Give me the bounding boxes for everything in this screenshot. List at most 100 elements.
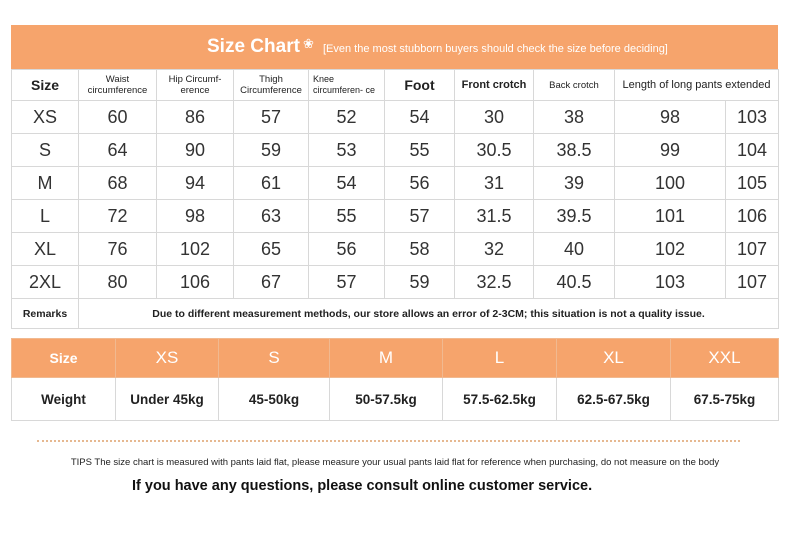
cell: 38 <box>533 100 615 134</box>
cell: 105 <box>724 166 780 200</box>
cell: 102 <box>614 232 726 266</box>
cell: 101 <box>614 199 726 233</box>
size-cell: XS <box>115 338 219 378</box>
cell: 53 <box>308 133 385 167</box>
cell: 54 <box>384 100 455 134</box>
cell: 56 <box>384 166 455 200</box>
cell: 106 <box>724 199 780 233</box>
cell: 57 <box>233 100 309 134</box>
cell: XS <box>11 100 79 134</box>
cell: 64 <box>78 133 157 167</box>
weight-header-row: Size XS S M L XL XXL <box>11 338 779 378</box>
tips-text: TIPS The size chart is measured with pan… <box>70 457 720 468</box>
cell: 106 <box>156 265 234 299</box>
cell: 31 <box>454 166 534 200</box>
remarks-label: Remarks <box>11 298 79 329</box>
weight-label: Weight <box>11 377 116 421</box>
column-header: Thigh Circumference <box>233 69 309 101</box>
size-table-header: Size Waist circumference Hip Circumf- er… <box>11 69 780 101</box>
size-cell: L <box>442 338 557 378</box>
cell: 58 <box>384 232 455 266</box>
weight-cell: 50-57.5kg <box>329 377 443 421</box>
cell: 56 <box>308 232 385 266</box>
weight-table: Size XS S M L XL XXL Weight Under 45kg 4… <box>11 338 779 421</box>
column-header: Waist circumference <box>78 69 157 101</box>
cell: 59 <box>384 265 455 299</box>
cell: 55 <box>384 133 455 167</box>
cell: 57 <box>384 199 455 233</box>
size-table: Size Waist circumference Hip Circumf- er… <box>11 69 780 329</box>
cell: 98 <box>156 199 234 233</box>
size-chart-title: Size Chart <box>207 36 300 57</box>
column-header: Front crotch <box>454 69 534 101</box>
cell: 67 <box>233 265 309 299</box>
size-label: Size <box>11 338 116 378</box>
weight-cell: 62.5-67.5kg <box>556 377 671 421</box>
cell: 30.5 <box>454 133 534 167</box>
size-chart-header: Size Chart ❀ [Even the most stubborn buy… <box>11 25 778 69</box>
column-header: Back crotch <box>533 69 615 101</box>
cell: 98 <box>614 100 726 134</box>
cell: 86 <box>156 100 234 134</box>
size-chart: Size Chart ❀ [Even the most stubborn buy… <box>11 25 780 329</box>
cell: 59 <box>233 133 309 167</box>
remarks-text: Due to different measurement methods, ou… <box>77 298 780 329</box>
table-row: XL 76 102 65 56 58 32 40 102 107 <box>11 232 780 266</box>
contact-text: If you have any questions, please consul… <box>132 478 593 494</box>
cell: M <box>11 166 79 200</box>
cell: 100 <box>614 166 726 200</box>
cell: 107 <box>724 232 780 266</box>
weight-cell: 45-50kg <box>218 377 330 421</box>
cell: 39 <box>533 166 615 200</box>
cell: 57 <box>308 265 385 299</box>
size-cell: XXL <box>670 338 779 378</box>
table-row: S 64 90 59 53 55 30.5 38.5 99 104 <box>11 133 780 167</box>
cell: 94 <box>156 166 234 200</box>
cell: 103 <box>614 265 726 299</box>
column-header: Foot <box>384 69 455 101</box>
cell: 102 <box>156 232 234 266</box>
cell: 107 <box>724 265 780 299</box>
size-cell: XL <box>556 338 671 378</box>
cell: 55 <box>308 199 385 233</box>
dotted-divider <box>37 440 740 442</box>
column-header: Length of long pants extended <box>613 69 780 101</box>
cell: 40.5 <box>533 265 615 299</box>
cell: 63 <box>233 199 309 233</box>
cell: 31.5 <box>454 199 534 233</box>
cell: 40 <box>533 232 615 266</box>
cell: 104 <box>724 133 780 167</box>
cell: 72 <box>78 199 157 233</box>
cell: XL <box>11 232 79 266</box>
cell: 90 <box>156 133 234 167</box>
cell: 103 <box>724 100 780 134</box>
column-header: Knee circumferen- ce <box>308 69 385 101</box>
leaf-icon: ❀ <box>303 36 314 51</box>
size-chart-subtitle: [Even the most stubborn buyers should ch… <box>323 43 668 55</box>
weight-cell: Under 45kg <box>115 377 219 421</box>
table-row: M 68 94 61 54 56 31 39 100 105 <box>11 166 780 200</box>
remarks-row: Remarks Due to different measurement met… <box>11 298 780 329</box>
cell: 60 <box>78 100 157 134</box>
column-header: Size <box>11 69 79 101</box>
cell: 52 <box>308 100 385 134</box>
cell: 68 <box>78 166 157 200</box>
cell: 99 <box>614 133 726 167</box>
cell: 54 <box>308 166 385 200</box>
weight-row: Weight Under 45kg 45-50kg 50-57.5kg 57.5… <box>11 377 779 421</box>
weight-cell: 57.5-62.5kg <box>442 377 557 421</box>
cell: 76 <box>78 232 157 266</box>
cell: 2XL <box>11 265 79 299</box>
cell: 61 <box>233 166 309 200</box>
cell: L <box>11 199 79 233</box>
cell: 30 <box>454 100 534 134</box>
table-row: L 72 98 63 55 57 31.5 39.5 101 106 <box>11 199 780 233</box>
cell: 38.5 <box>533 133 615 167</box>
size-cell: S <box>218 338 330 378</box>
cell: 32 <box>454 232 534 266</box>
weight-cell: 67.5-75kg <box>670 377 779 421</box>
column-header: Hip Circumf- erence <box>156 69 234 101</box>
table-row: 2XL 80 106 67 57 59 32.5 40.5 103 107 <box>11 265 780 299</box>
table-row: XS 60 86 57 52 54 30 38 98 103 <box>11 100 780 134</box>
cell: 39.5 <box>533 199 615 233</box>
